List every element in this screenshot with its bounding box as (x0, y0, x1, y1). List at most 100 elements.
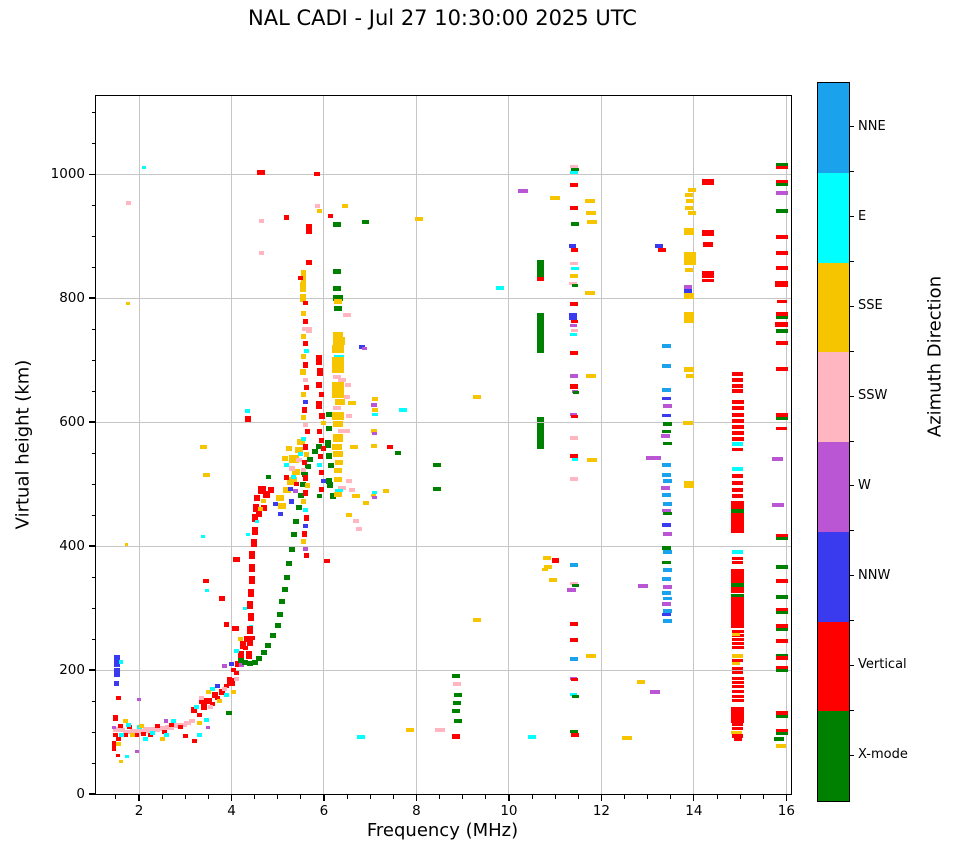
scatter-point (123, 730, 132, 734)
scatter-point (246, 638, 253, 647)
scatter-point (684, 292, 695, 299)
scatter-point (316, 444, 323, 450)
x-minor-tick (762, 795, 764, 799)
scatter-point (621, 736, 632, 741)
scatter-point (370, 443, 377, 448)
scatter-point (168, 722, 174, 727)
scatter-point (569, 261, 578, 265)
x-minor-tick (439, 795, 441, 799)
scatter-point (731, 680, 744, 684)
scatter-point (569, 656, 578, 661)
scatter-point (657, 247, 666, 252)
x-minor-tick (184, 795, 186, 799)
scatter-point (732, 560, 744, 564)
scatter-point (652, 456, 661, 461)
scatter-point (159, 737, 165, 742)
scatter-point (118, 760, 123, 764)
scatter-point (541, 568, 548, 572)
scatter-point (296, 438, 305, 445)
scatter-point (251, 514, 258, 523)
scatter-point (335, 459, 344, 465)
scatter-point (685, 205, 694, 210)
scatter-point (114, 680, 120, 686)
scatter-point (775, 743, 786, 748)
gridline-x-16 (785, 96, 787, 794)
scatter-point (451, 733, 460, 739)
scatter-point (684, 284, 693, 289)
y-tick-label: 0 (76, 785, 85, 802)
scatter-point (333, 298, 342, 304)
colorbar-boundary-tick (850, 709, 854, 711)
scatter-point (701, 279, 714, 283)
scatter-point (143, 727, 154, 734)
scatter-point (303, 385, 309, 391)
scatter-point (300, 354, 306, 360)
scatter-point (303, 348, 309, 353)
scatter-point (302, 377, 308, 382)
scatter-point (302, 474, 308, 481)
scatter-point (288, 466, 295, 472)
scatter-point (302, 362, 308, 369)
x-minor-tick (739, 795, 741, 799)
scatter-point (283, 574, 290, 580)
scatter-point (548, 577, 557, 582)
scatter-point (238, 637, 244, 642)
scatter-point (383, 488, 390, 493)
scatter-point (305, 327, 312, 334)
scatter-point (370, 402, 377, 407)
x-major-tick (138, 795, 140, 801)
scatter-point (660, 485, 670, 490)
scatter-point (246, 650, 253, 659)
scatter-point (332, 268, 341, 274)
scatter-point (237, 658, 244, 664)
scatter-point (258, 219, 264, 224)
scatter-point (731, 597, 745, 606)
scatter-point (775, 654, 788, 658)
y-minor-tick (91, 359, 95, 361)
scatter-point (257, 486, 266, 495)
colorbar-center-tick (850, 664, 854, 666)
scatter-point (314, 204, 320, 209)
scatter-point (204, 698, 213, 705)
scatter-point (355, 526, 362, 531)
scatter-point (331, 364, 344, 373)
scatter-point (311, 449, 318, 455)
scatter-point (300, 391, 306, 397)
scatter-point (775, 595, 788, 600)
scatter-point (662, 501, 672, 506)
scatter-point (302, 319, 308, 325)
gridline-x-6 (323, 96, 325, 794)
y-axis-label: Virtual height (km) (12, 359, 34, 530)
scatter-point (249, 563, 256, 572)
scatter-point (178, 725, 184, 730)
scatter-point (332, 420, 343, 427)
scatter-point (303, 451, 309, 457)
scatter-point (775, 413, 788, 418)
scatter-point (731, 526, 745, 533)
scatter-point (115, 737, 121, 742)
scatter-point (731, 694, 744, 698)
scatter-point (217, 699, 223, 704)
scatter-point (662, 441, 672, 445)
x-tick-label: 4 (227, 803, 236, 819)
scatter-point (569, 477, 578, 482)
scatter-point (687, 187, 696, 192)
scatter-point (454, 718, 463, 723)
scatter-point (136, 728, 147, 734)
scatter-point (568, 244, 576, 248)
y-minor-tick (91, 514, 95, 516)
scatter-point (246, 661, 253, 667)
scatter-point (247, 613, 254, 622)
scatter-point (701, 271, 714, 279)
scatter-point (302, 459, 308, 465)
scatter-point (569, 324, 577, 328)
scatter-point (231, 689, 237, 694)
scatter-point (233, 649, 239, 654)
scatter-point (171, 723, 181, 729)
scatter-point (286, 560, 293, 566)
scatter-point (683, 421, 694, 426)
scatter-point (333, 492, 342, 498)
gridline-x-8 (415, 96, 417, 794)
scatter-point (113, 733, 119, 738)
scatter-point (661, 397, 671, 400)
